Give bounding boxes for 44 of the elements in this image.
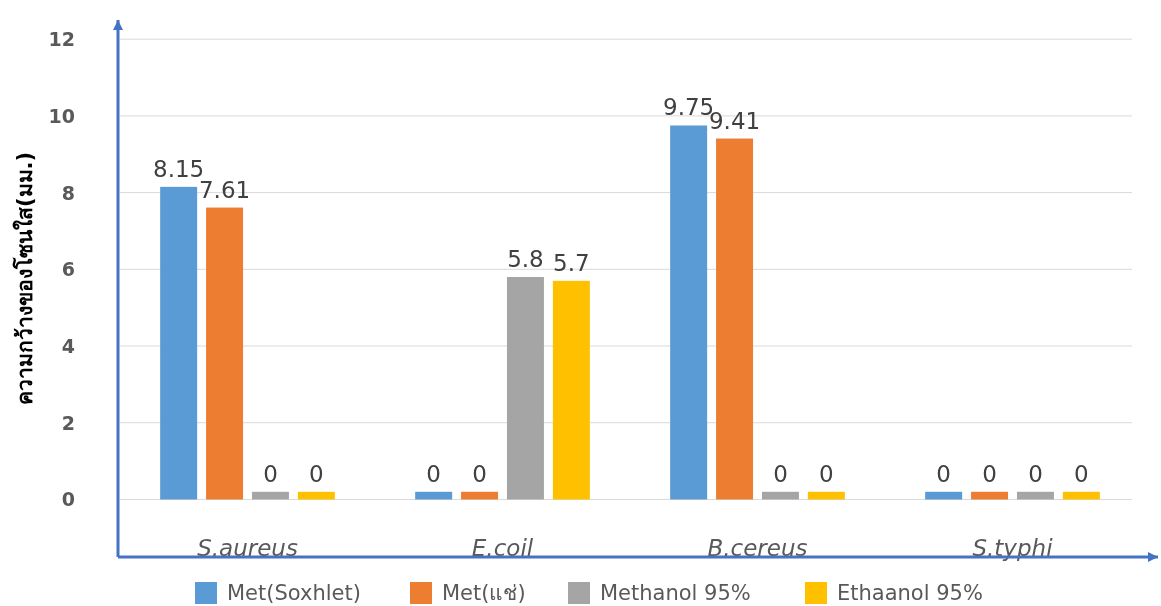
bar (716, 138, 754, 500)
legend-label: Methanol 95% (600, 581, 751, 605)
bar (297, 491, 335, 500)
data-label: 5.7 (553, 249, 590, 276)
data-label: 0 (472, 460, 487, 487)
data-label: 0 (819, 460, 834, 487)
bar (807, 491, 845, 500)
bar (415, 491, 453, 500)
bar (971, 491, 1009, 500)
data-label: 0 (1074, 460, 1089, 487)
bar (761, 491, 799, 500)
data-label: 0 (1028, 460, 1043, 487)
legend-label: Met(Soxhlet) (227, 581, 361, 605)
x-tick-label: B.cereus (707, 535, 808, 561)
y-tick-label: 2 (61, 411, 75, 434)
bar (461, 491, 499, 500)
data-label: 0 (309, 460, 324, 487)
bar (925, 491, 963, 500)
data-label: 0 (263, 460, 278, 487)
x-tick-label: S.aureus (197, 535, 298, 561)
data-label: 0 (426, 460, 441, 487)
bar (506, 276, 544, 500)
y-tick-label: 0 (61, 488, 75, 511)
legend-label: Met(แช่) (442, 581, 526, 605)
y-axis-title: ความกว้างของโซนใส(มม.) (12, 151, 37, 406)
data-label: 0 (773, 460, 788, 487)
x-tick-label: E.coil (471, 535, 534, 561)
legend-label: Ethaanol 95% (837, 581, 983, 605)
bar (552, 280, 590, 500)
data-label: 0 (982, 460, 997, 487)
data-label: 5.8 (507, 245, 544, 272)
bar (1062, 491, 1100, 500)
x-tick-label: S.typhi (972, 535, 1054, 561)
bar (251, 491, 289, 500)
bar (160, 186, 198, 500)
y-tick-label: 8 (61, 181, 75, 204)
bar (670, 125, 708, 500)
bar (1016, 491, 1054, 500)
bar (206, 207, 244, 500)
y-tick-label: 10 (48, 104, 75, 127)
data-label: 0 (936, 460, 951, 487)
y-tick-label: 4 (61, 335, 75, 358)
y-tick-label: 6 (61, 258, 75, 281)
y-tick-label: 12 (48, 28, 75, 51)
